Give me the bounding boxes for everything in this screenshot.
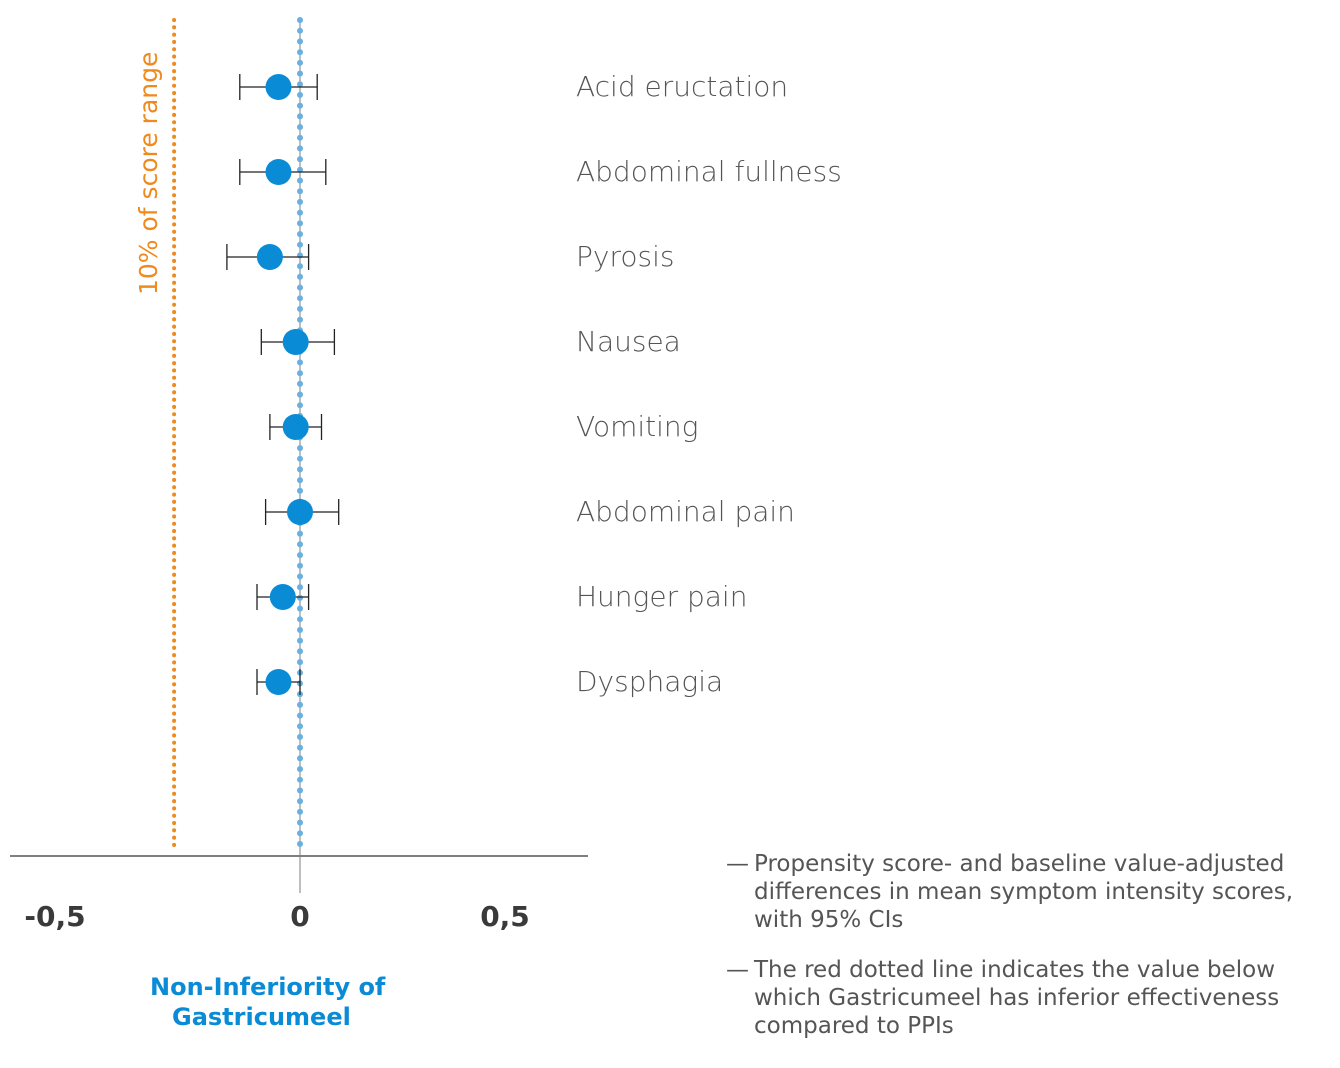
x-axis-label-line-1: Non-Inferiority of — [150, 973, 386, 1001]
estimate-point — [256, 244, 283, 270]
x-tick-label: -0,5 — [24, 900, 85, 933]
category-label: Abdominal fullness — [576, 155, 842, 188]
estimate-point — [269, 584, 296, 610]
footnote-dash: — — [726, 957, 749, 983]
x-axis-label: Non-Inferiority of Gastricumeel — [150, 972, 450, 1032]
category-label: Pyrosis — [576, 240, 674, 273]
estimate-point — [282, 414, 309, 440]
x-tick-label: 0,5 — [480, 900, 530, 933]
x-tick-label: 0 — [290, 900, 309, 933]
category-label: Abdominal pain — [576, 495, 795, 528]
footnote-text: The red dotted line indicates the value … — [754, 957, 1280, 1039]
estimate-point — [265, 669, 292, 695]
estimate-point — [282, 329, 309, 355]
threshold-label: 10% of score range — [134, 52, 163, 295]
estimate-point — [265, 74, 292, 100]
estimate-point — [287, 499, 313, 525]
footnote-text: Propensity score- and baseline value-adj… — [754, 851, 1294, 933]
footnotes: — Propensity score- and baseline value-a… — [720, 850, 1330, 1062]
category-label: Vomiting — [576, 410, 698, 443]
x-axis-label-line-2: Gastricumeel — [172, 1003, 351, 1031]
category-label: Hunger pain — [576, 580, 747, 613]
category-label: Nausea — [576, 325, 681, 358]
footnote-1: — Propensity score- and baseline value-a… — [720, 850, 1330, 934]
category-label: Acid eructation — [576, 70, 788, 103]
category-label: Dysphagia — [576, 665, 723, 698]
footnote-dash: — — [726, 851, 749, 877]
estimate-point — [265, 159, 292, 185]
footnote-2: — The red dotted line indicates the valu… — [720, 956, 1330, 1040]
